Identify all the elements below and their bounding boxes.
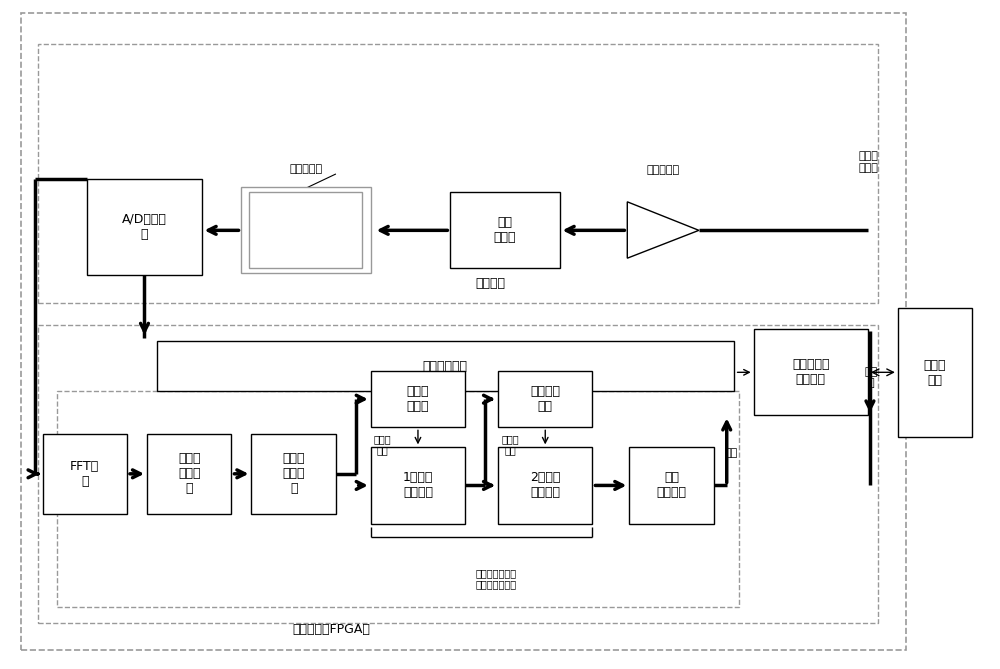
Bar	[450, 192, 560, 268]
Bar	[38, 44, 878, 302]
Bar	[87, 179, 202, 275]
Bar	[371, 448, 465, 524]
Bar	[898, 308, 972, 438]
Bar	[371, 371, 465, 427]
Text: A/D转换模
块: A/D转换模 块	[122, 213, 167, 241]
Text: 一级或多级干扰
检测与数字滤波: 一级或多级干扰 检测与数字滤波	[475, 568, 517, 589]
Text: 2级数字
滤波模块: 2级数字 滤波模块	[530, 472, 560, 500]
Bar	[251, 434, 336, 514]
Text: 监控计算机
交互模块: 监控计算机 交互模块	[792, 359, 830, 386]
Bar	[21, 13, 906, 650]
Text: 系统配置模块: 系统配置模块	[423, 359, 468, 373]
Bar	[43, 434, 127, 514]
Bar	[754, 329, 868, 415]
Bar	[498, 371, 592, 427]
Text: 滤波器
参数: 滤波器 参数	[501, 434, 519, 456]
Text: 中频放大器: 中频放大器	[647, 165, 680, 175]
Text: 功率
计算模块: 功率 计算模块	[657, 472, 687, 500]
Bar	[249, 192, 362, 268]
Text: 程控衰减器: 程控衰减器	[290, 164, 323, 174]
Text: 功率
谱: 功率 谱	[864, 367, 878, 389]
Text: 功率谱
积分模
块: 功率谱 积分模 块	[282, 452, 305, 495]
Bar	[147, 434, 231, 514]
Text: 数字部分（FPGA）: 数字部分（FPGA）	[292, 624, 370, 636]
Bar	[241, 187, 371, 273]
Bar	[38, 324, 878, 623]
Text: 监控计
算机: 监控计 算机	[924, 359, 946, 387]
Text: 模拟部分: 模拟部分	[475, 277, 505, 290]
Text: 中频输
入信号: 中频输 入信号	[858, 151, 878, 173]
Text: 干扰检测
模块: 干扰检测 模块	[530, 385, 560, 413]
Text: FFT模
块: FFT模 块	[70, 460, 99, 488]
Bar	[57, 391, 739, 607]
Bar	[157, 341, 734, 391]
Text: 中频
滤波器: 中频 滤波器	[494, 216, 516, 244]
Bar	[498, 448, 592, 524]
Text: 功率谱
估计模
块: 功率谱 估计模 块	[178, 452, 200, 495]
Text: 功率: 功率	[724, 448, 737, 458]
Text: 1级数字
滤波模块: 1级数字 滤波模块	[403, 472, 433, 500]
Bar	[629, 448, 714, 524]
Text: 滤波器
参数: 滤波器 参数	[374, 434, 391, 456]
Text: 干扰检
测模块: 干扰检 测模块	[407, 385, 429, 413]
